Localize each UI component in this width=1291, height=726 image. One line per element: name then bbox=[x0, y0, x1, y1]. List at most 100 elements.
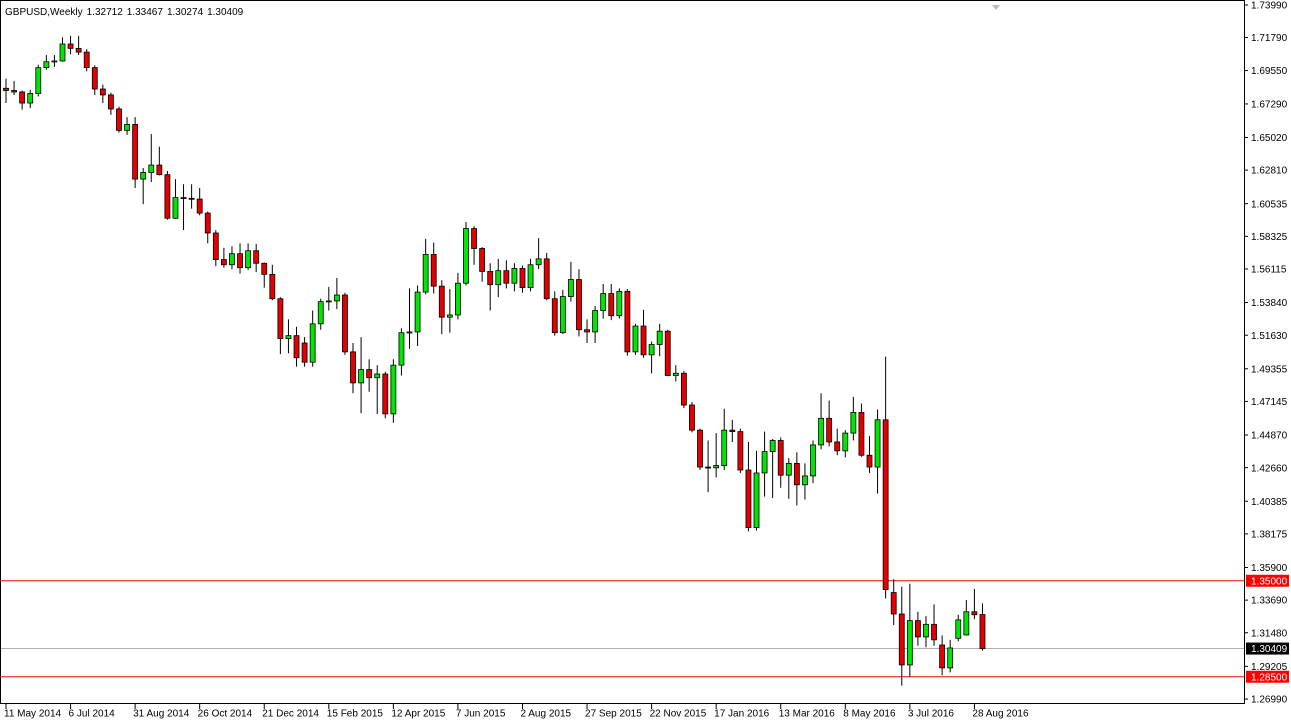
y-tick-label: 1.31480 bbox=[1251, 628, 1288, 639]
candle-body bbox=[923, 623, 929, 638]
candle-body bbox=[600, 293, 607, 311]
x-tick-label: 7 Jun 2015 bbox=[456, 709, 506, 720]
candle-body bbox=[955, 619, 962, 639]
candle-body bbox=[898, 613, 905, 666]
candle-body bbox=[971, 611, 978, 616]
candle-body bbox=[422, 254, 429, 293]
candle-body bbox=[342, 294, 348, 353]
candle-body bbox=[333, 294, 340, 302]
candle-body bbox=[204, 212, 211, 234]
candle-body bbox=[802, 475, 808, 486]
candle-body bbox=[325, 300, 332, 303]
y-tick-label: 1.65020 bbox=[1251, 133, 1288, 144]
y-tick-label: 1.60535 bbox=[1251, 199, 1288, 210]
candle-body bbox=[463, 228, 469, 284]
y-tick-label: 1.69550 bbox=[1251, 66, 1288, 77]
x-tick-label: 17 Jan 2016 bbox=[714, 709, 769, 720]
candle-body bbox=[640, 325, 647, 356]
candle-body bbox=[761, 451, 768, 474]
candle-body bbox=[882, 419, 889, 591]
x-tick-label: 22 Nov 2015 bbox=[650, 709, 707, 720]
y-tick-label: 1.47145 bbox=[1251, 397, 1288, 408]
chart-header: GBPUSD,Weekly 1.32712 1.33467 1.30274 1.3040… bbox=[5, 7, 244, 18]
x-tick-label: 28 Aug 2016 bbox=[972, 709, 1029, 720]
y-tick-label: 1.29205 bbox=[1251, 662, 1288, 673]
candle-body bbox=[148, 164, 155, 173]
candle-body bbox=[737, 431, 744, 471]
candle-body bbox=[559, 296, 566, 334]
x-tick-label: 31 Aug 2014 bbox=[133, 709, 190, 720]
x-tick-label: 8 May 2016 bbox=[843, 709, 896, 720]
candle-body bbox=[834, 441, 841, 452]
y-tick-label: 1.49355 bbox=[1251, 364, 1288, 375]
candle-body bbox=[487, 270, 494, 286]
candle-body bbox=[156, 164, 163, 176]
x-tick-label: 11 May 2014 bbox=[4, 709, 62, 720]
candle-body bbox=[721, 429, 728, 466]
candle-body bbox=[890, 592, 897, 615]
candle-body bbox=[616, 290, 623, 317]
candle-body bbox=[729, 429, 736, 433]
candle-body bbox=[576, 279, 582, 331]
candle-body bbox=[220, 259, 227, 266]
plot-frame bbox=[0, 0, 1245, 704]
candle-body bbox=[568, 279, 574, 297]
level-label-box bbox=[1246, 574, 1289, 587]
candle-body bbox=[842, 432, 849, 452]
candle-body bbox=[261, 262, 268, 275]
candle-body bbox=[180, 197, 187, 199]
candle-body bbox=[826, 417, 833, 443]
candle-body bbox=[406, 331, 413, 334]
candle-body bbox=[374, 373, 381, 379]
candle-body bbox=[83, 51, 90, 69]
candle-body bbox=[172, 197, 179, 219]
current-price-label: 1.30409 bbox=[1251, 644, 1288, 655]
candle-body bbox=[446, 314, 453, 318]
candle-body bbox=[108, 94, 114, 110]
candle-body bbox=[551, 298, 558, 334]
candle-body bbox=[713, 465, 720, 469]
candle-body bbox=[689, 404, 695, 431]
x-tick-label: 6 Jul 2014 bbox=[69, 709, 116, 720]
candle-body bbox=[43, 61, 50, 69]
candle-body bbox=[382, 373, 389, 415]
x-tick-label: 27 Sep 2015 bbox=[585, 709, 642, 720]
candle-body bbox=[188, 197, 195, 200]
candle-body bbox=[979, 614, 986, 649]
candle-body bbox=[140, 172, 147, 180]
y-tick-label: 1.42660 bbox=[1251, 463, 1288, 474]
candle-body bbox=[753, 472, 760, 529]
x-tick-label: 12 Apr 2015 bbox=[391, 709, 445, 720]
candle-body bbox=[35, 67, 42, 94]
shift-marker bbox=[992, 5, 1000, 10]
y-tick-label: 1.71790 bbox=[1251, 33, 1288, 44]
candle-body bbox=[697, 429, 703, 468]
candle-body bbox=[850, 412, 857, 434]
last-low: 1.30274 bbox=[167, 7, 204, 18]
candle-body bbox=[124, 124, 130, 131]
candle-body bbox=[309, 323, 316, 363]
candle-body bbox=[672, 372, 679, 376]
last-close: 1.30409 bbox=[207, 7, 244, 18]
candle-body bbox=[116, 108, 122, 131]
last-open: 1.32712 bbox=[87, 7, 124, 18]
candle-body bbox=[27, 93, 34, 104]
y-tick-label: 1.53840 bbox=[1251, 298, 1288, 309]
candle-body bbox=[196, 198, 203, 214]
y-tick-label: 1.38175 bbox=[1251, 530, 1288, 541]
y-tick-label: 1.62810 bbox=[1251, 166, 1288, 177]
candle-body bbox=[535, 258, 542, 266]
y-tick-label: 1.58325 bbox=[1251, 232, 1288, 243]
y-tick-label: 1.33690 bbox=[1251, 596, 1288, 607]
candle-body bbox=[810, 444, 816, 477]
candle-body bbox=[285, 335, 292, 339]
candle-body bbox=[301, 342, 308, 363]
candle-body bbox=[527, 264, 534, 289]
candle-body bbox=[398, 332, 405, 366]
candle-body bbox=[269, 273, 276, 300]
candle-body bbox=[584, 329, 590, 333]
candle-body bbox=[777, 440, 784, 476]
last-high: 1.33467 bbox=[127, 7, 164, 18]
candle-body bbox=[866, 454, 873, 468]
